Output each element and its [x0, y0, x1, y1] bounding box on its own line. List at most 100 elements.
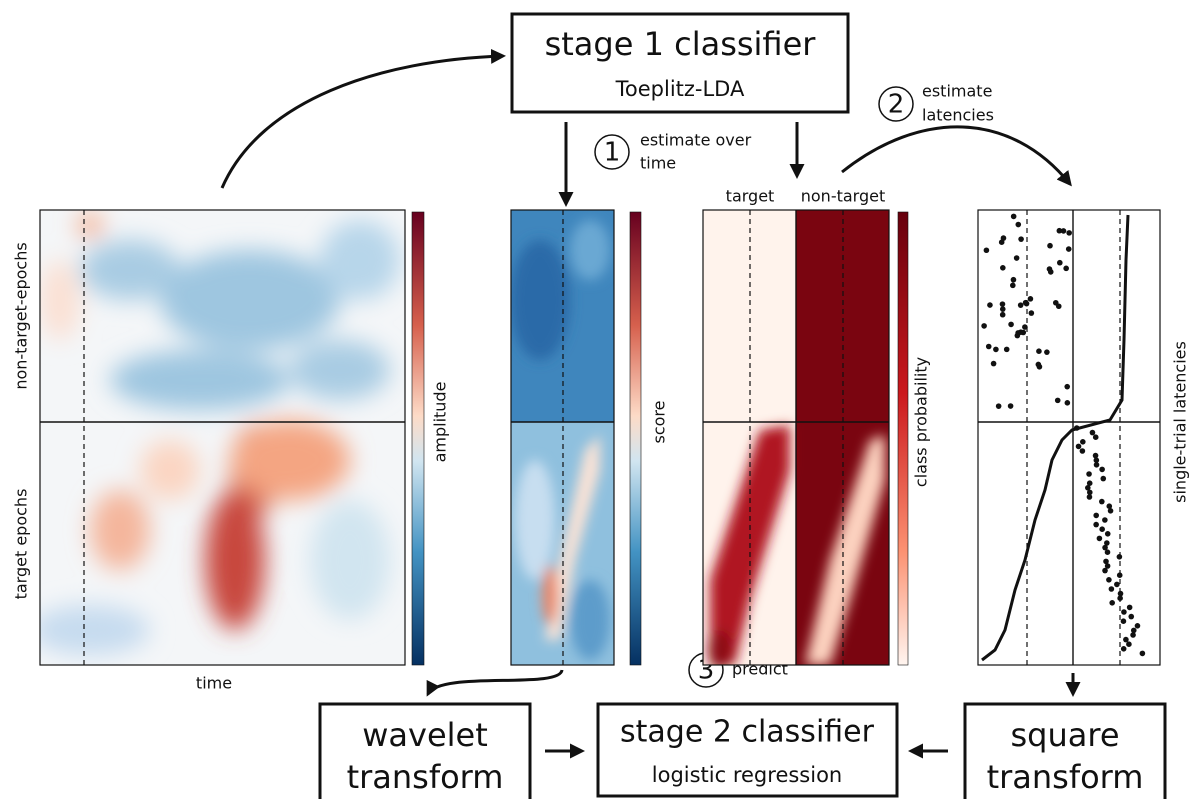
- scatter-dot: [1054, 397, 1061, 404]
- scatter-dot: [998, 239, 1005, 246]
- scatter-dot: [1121, 609, 1127, 615]
- row-label: target epochs: [12, 489, 31, 600]
- scatter-dot: [1057, 259, 1063, 266]
- scatter-dot: [1010, 276, 1017, 283]
- frame: [977, 209, 1161, 666]
- stage1-subtitle: Toeplitz-LDA: [615, 77, 745, 101]
- scatter-dot: [1080, 439, 1086, 445]
- step-label: latencies: [922, 106, 994, 125]
- scatter-dot: [1139, 650, 1146, 657]
- scatter-dot: [1015, 221, 1022, 228]
- scatter-dot: [1102, 567, 1108, 574]
- stage2-subtitle: logistic regression: [652, 763, 842, 787]
- scatter-dot: [1086, 471, 1092, 477]
- scatter-dot: [1130, 627, 1137, 634]
- colorbar: [629, 211, 642, 666]
- scatter-dot: [1013, 255, 1020, 261]
- colorbar-label: score: [650, 401, 669, 444]
- latency-scatter: [981, 213, 1146, 657]
- scatter-dot: [1128, 613, 1135, 620]
- scatter-dot: [1018, 236, 1024, 242]
- scatter-dot: [1046, 266, 1053, 272]
- scatter-dot: [1089, 429, 1096, 436]
- scatter-dot: [1093, 462, 1100, 468]
- scatter-dot: [1109, 600, 1115, 606]
- box-text: transform: [987, 758, 1144, 796]
- wavelet-box: [318, 702, 532, 803]
- scatter-dot: [1093, 521, 1099, 528]
- scatter-dot: [1117, 590, 1124, 597]
- scatter-dot: [1126, 641, 1132, 647]
- scatter-dot: [1092, 434, 1099, 441]
- scatter-dot: [1116, 554, 1123, 560]
- step-label: time: [640, 154, 676, 173]
- scatter-dot: [1010, 213, 1017, 220]
- scatter-dot: [1086, 494, 1093, 500]
- scatter-dot: [1008, 321, 1014, 328]
- step-label: estimate: [922, 82, 992, 101]
- scatter-dot: [999, 301, 1006, 307]
- scatter-dot: [1022, 324, 1028, 330]
- scatter-dot: [1079, 448, 1086, 454]
- scatter-dot: [995, 403, 1002, 409]
- scatter-dot: [1108, 586, 1115, 592]
- arrow: [220, 48, 506, 189]
- scatter-dot: [981, 323, 987, 329]
- scatter-dot: [1056, 227, 1063, 234]
- scatter-dot: [1060, 228, 1067, 234]
- scatter-dot: [1044, 349, 1050, 355]
- square-box: [963, 702, 1167, 803]
- scatter-dot: [1106, 577, 1112, 583]
- box-text: transform: [347, 758, 504, 796]
- scatter-dot: [1116, 572, 1123, 578]
- scatter-dot: [1096, 535, 1103, 542]
- scatter-dot: [1020, 329, 1027, 336]
- scatter-dot: [1102, 517, 1108, 523]
- scatter-dot: [1134, 623, 1141, 629]
- scatter-dot: [1086, 480, 1093, 487]
- colorbar: [897, 211, 909, 666]
- scatter-dot: [1104, 531, 1111, 537]
- scatter-dot: [1003, 346, 1010, 353]
- box-text: square: [1010, 716, 1119, 754]
- box-text: wavelet: [362, 716, 488, 754]
- scatter-dot: [1028, 310, 1035, 316]
- scatter-dot: [1120, 618, 1127, 624]
- scatter-dot: [1102, 544, 1108, 551]
- row-label: non-target-epochs: [12, 242, 31, 389]
- score-heatmap: [511, 210, 614, 665]
- stage2-title: stage 2 classifier: [620, 715, 875, 750]
- scatter-dot: [983, 247, 990, 254]
- scatter-dot: [1086, 489, 1093, 496]
- scatter-dot: [1007, 403, 1014, 409]
- scatter-dot: [1065, 246, 1072, 252]
- arrow: [841, 125, 1072, 187]
- scatter-dot: [1017, 302, 1024, 308]
- scatter-dot: [1000, 265, 1006, 271]
- scatter-dot: [1114, 581, 1120, 588]
- frame: [39, 209, 406, 666]
- scatter-dot: [1099, 526, 1105, 532]
- scatter-dot: [1085, 485, 1091, 491]
- x-label: time: [196, 674, 232, 693]
- scatter-dot: [993, 346, 999, 353]
- scatter-dot: [990, 360, 997, 367]
- scatter-dot: [1063, 265, 1069, 272]
- colorbar-label: amplitude: [431, 382, 450, 463]
- scatter-dot: [1092, 452, 1099, 459]
- scatter-dot: [1106, 503, 1113, 510]
- side-label: single-trial latencies: [1171, 341, 1190, 503]
- scatter-dot: [1014, 332, 1021, 339]
- step-circle: [878, 86, 914, 122]
- scatter-dot: [1120, 646, 1127, 652]
- step-label: estimate over: [640, 131, 752, 150]
- stage1-title: stage 1 classifier: [545, 25, 817, 63]
- scatter-dot: [1066, 230, 1072, 236]
- scatter-dot: [999, 306, 1006, 312]
- colorbar-label: class probability: [912, 357, 931, 487]
- scatter-dot: [1047, 242, 1053, 249]
- column-label: target: [726, 187, 775, 206]
- scatter-dot: [1093, 512, 1100, 519]
- scatter-dot: [1103, 558, 1109, 565]
- latency-curve: [981, 214, 1130, 662]
